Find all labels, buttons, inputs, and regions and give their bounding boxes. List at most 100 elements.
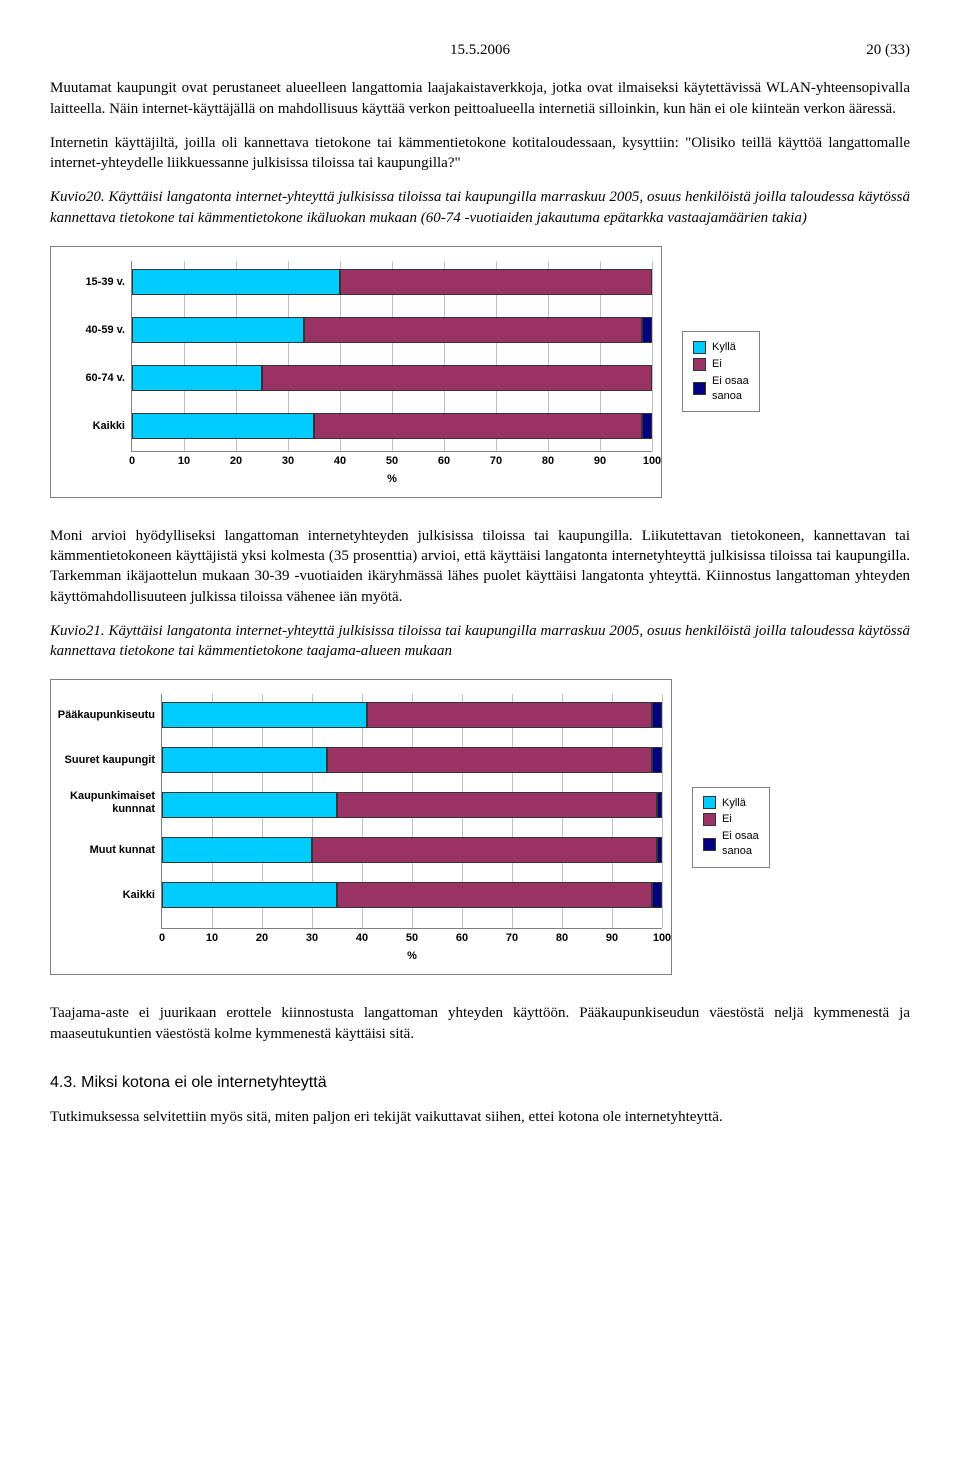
bar-row (162, 837, 662, 863)
x-tick: 100 (643, 454, 661, 469)
bar-segment-ei (314, 413, 642, 439)
legend-label: Ei osaasanoa (712, 374, 749, 404)
y-label: Kaupunkimaisetkunnnat (55, 790, 155, 815)
bar-segment-eos (657, 792, 662, 818)
chart-21: 0102030405060708090100% Pääkaupunkiseutu S… (50, 679, 672, 975)
bar-segment-kylla (162, 747, 327, 773)
bar-segment-kylla (162, 702, 367, 728)
paragraph: Internetin käyttäjiltä, joilla oli kanne… (50, 133, 910, 174)
x-tick: 10 (206, 931, 218, 946)
bar-segment-kylla (162, 792, 337, 818)
bar-row (132, 365, 652, 391)
bar-segment-ei (262, 365, 652, 391)
legend-label: Ei osaasanoa (722, 829, 759, 859)
y-label: 60-74 v. (85, 371, 125, 386)
legend-item: Ei osaasanoa (693, 374, 749, 404)
chart-legend: KylläEi Ei osaasanoa (692, 787, 770, 868)
bar-segment-kylla (132, 413, 314, 439)
x-tick: 40 (334, 454, 346, 469)
chart-21-container: 0102030405060708090100% Pääkaupunkiseutu S… (50, 679, 910, 975)
x-tick: 20 (256, 931, 268, 946)
x-tick: 70 (506, 931, 518, 946)
legend-swatch (693, 341, 706, 354)
bar-segment-ei (327, 747, 652, 773)
chart-20: 0102030405060708090100%15-39 v.40-59 v.6… (50, 246, 662, 498)
bar-row (162, 882, 662, 908)
chart-legend: Kyllä Ei Ei osaasanoa (682, 331, 760, 412)
x-tick: 10 (178, 454, 190, 469)
bar-segment-eos (657, 837, 662, 863)
x-tick: 0 (129, 454, 135, 469)
legend-label: Kyllä (712, 340, 736, 355)
y-label: Kaikki (123, 888, 155, 903)
bar-row (132, 413, 652, 439)
bar-segment-ei (367, 702, 652, 728)
plot-area: 0102030405060708090100% (131, 261, 652, 452)
x-tick: 50 (406, 931, 418, 946)
bar-segment-eos (642, 317, 652, 343)
legend-item: Kyllä (693, 340, 749, 355)
bar-segment-eos (652, 702, 662, 728)
section-heading: 4.3. Miksi kotona ei ole internetyhteytt… (50, 1072, 910, 1094)
x-tick: 30 (282, 454, 294, 469)
legend-item: Ei (703, 812, 759, 827)
x-tick: 80 (542, 454, 554, 469)
legend-label: Ei (722, 812, 732, 827)
paragraph: Taajama-aste ei juurikaan erottele kiinn… (50, 1003, 910, 1044)
x-tick: 100 (653, 931, 671, 946)
y-label: 40-59 v. (85, 323, 125, 338)
bar-segment-kylla (132, 365, 262, 391)
legend-item: Ei osaasanoa (703, 829, 759, 859)
chart-20-container: 0102030405060708090100%15-39 v.40-59 v.6… (50, 246, 910, 498)
x-tick: 0 (159, 931, 165, 946)
legend-swatch (703, 796, 716, 809)
bar-segment-kylla (132, 269, 340, 295)
y-label: Muut kunnat (90, 843, 155, 858)
y-label: 15-39 v. (85, 275, 125, 290)
figure-caption: Kuvio20. Käyttäisi langatonta internet-y… (50, 187, 910, 228)
bar-segment-ei (340, 269, 652, 295)
plot-area: 0102030405060708090100% (161, 694, 662, 929)
y-label: Kaikki (93, 419, 125, 434)
y-label: Pääkaupunkiseutu (58, 708, 155, 723)
x-tick: 60 (456, 931, 468, 946)
bar-row (132, 269, 652, 295)
bar-row (162, 702, 662, 728)
legend-swatch (703, 813, 716, 826)
bar-segment-eos (652, 882, 662, 908)
header-date: 15.5.2006 (450, 40, 510, 60)
bar-segment-kylla (162, 837, 312, 863)
bar-segment-eos (652, 747, 662, 773)
bar-segment-ei (304, 317, 642, 343)
bar-segment-ei (337, 792, 657, 818)
paragraph: Moni arvioi hyödylliseksi langattoman in… (50, 526, 910, 607)
header-page: 20 (33) (866, 40, 910, 60)
bar-segment-kylla (132, 317, 304, 343)
bar-segment-ei (337, 882, 652, 908)
page-header: 15.5.2006 20 (33) (50, 40, 910, 60)
paragraph: Muutamat kaupungit ovat perustaneet alue… (50, 78, 910, 119)
y-label: Suuret kaupungit (65, 753, 155, 768)
bar-row (162, 792, 662, 818)
legend-swatch (693, 358, 706, 371)
legend-swatch (703, 838, 716, 851)
legend-item: Kyllä (703, 796, 759, 811)
x-tick: 90 (594, 454, 606, 469)
figure-caption: Kuvio21. Käyttäisi langatonta internet-y… (50, 621, 910, 662)
x-tick: 40 (356, 931, 368, 946)
legend-label: Ei (712, 357, 722, 372)
bar-row (132, 317, 652, 343)
x-axis-label: % (407, 949, 417, 964)
x-tick: 60 (438, 454, 450, 469)
bar-segment-ei (312, 837, 657, 863)
bar-row (162, 747, 662, 773)
x-tick: 80 (556, 931, 568, 946)
bar-segment-kylla (162, 882, 337, 908)
bar-segment-eos (642, 413, 652, 439)
x-tick: 50 (386, 454, 398, 469)
x-tick: 20 (230, 454, 242, 469)
paragraph: Tutkimuksessa selvitettiin myös sitä, mi… (50, 1107, 910, 1127)
legend-item: Ei (693, 357, 749, 372)
x-tick: 70 (490, 454, 502, 469)
x-axis-label: % (387, 472, 397, 487)
